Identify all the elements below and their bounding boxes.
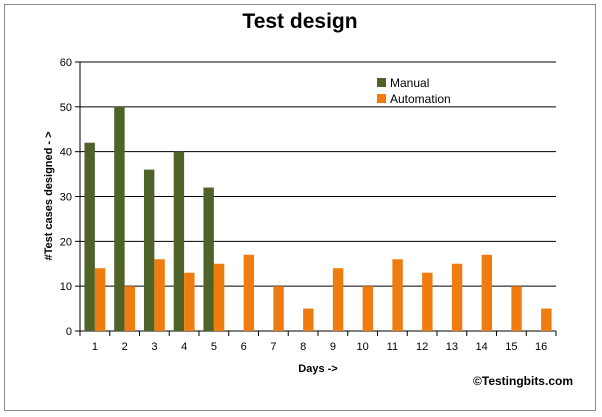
x-tick-label: 15: [505, 341, 517, 353]
x-tick-label: 10: [357, 341, 369, 353]
bar-automation-day-10: [362, 286, 374, 331]
x-tick-label: 9: [330, 341, 336, 353]
x-tick-label: 3: [151, 341, 157, 353]
y-axis-label: #Test cases designed - >: [43, 131, 55, 260]
x-tick-label: 1: [92, 341, 98, 353]
bar-automation-day-13: [451, 263, 463, 331]
x-tick-label: 2: [122, 341, 128, 353]
x-tick-label: 13: [446, 341, 458, 353]
x-tick-label: 6: [241, 341, 247, 353]
x-tick-label: 16: [535, 341, 547, 353]
y-tick-label: 40: [60, 147, 72, 159]
x-tick-label: 8: [300, 341, 306, 353]
chart-frame: [4, 4, 596, 411]
legend: Manual Automation: [377, 76, 451, 106]
y-tick-label: 20: [60, 236, 72, 248]
x-tick-label: 7: [270, 341, 276, 353]
bar-automation-day-14: [481, 254, 493, 331]
bar-automation-day-8: [303, 308, 314, 331]
bar-manual-day-4: [173, 151, 185, 331]
bar-automation-day-5: [213, 263, 225, 331]
bar-automation-day-4: [184, 272, 195, 331]
bar-automation-day-11: [392, 259, 403, 331]
y-tick-labels: 0 10 20 30 40 50 60: [60, 57, 72, 338]
legend-label-manual: Manual: [390, 76, 429, 90]
bars: [84, 106, 552, 331]
x-tick-label: 5: [211, 341, 217, 353]
bar-manual-day-2: [114, 106, 125, 331]
bar-automation-day-9: [332, 268, 344, 331]
bar-manual-day-3: [143, 169, 155, 331]
bar-automation-day-16: [541, 308, 552, 331]
x-tick-label: 4: [181, 341, 187, 353]
bar-automation-day-1: [94, 268, 106, 331]
bar-automation-day-3: [154, 259, 165, 331]
bar-automation-day-2: [124, 286, 136, 331]
bar-automation-day-7: [273, 286, 284, 331]
x-tick-label: 12: [416, 341, 428, 353]
x-tick-label: 14: [476, 341, 488, 353]
watermark: ©Testingbits.com: [473, 374, 573, 388]
bar-automation-day-6: [243, 254, 255, 331]
bar-manual-day-5: [203, 187, 214, 331]
legend-swatch-automation: [377, 94, 386, 103]
y-tick-label: 50: [60, 102, 72, 114]
bar-automation-day-12: [422, 272, 433, 331]
y-tick-label: 60: [60, 57, 72, 69]
y-tick-label: 0: [66, 326, 72, 338]
x-tick-label: 11: [387, 341, 398, 353]
x-axis-label: Days ->: [298, 363, 337, 375]
x-tick-labels: 1 2 3 4 5 6 7 8 9 10 11 12 13 14 15 16: [79, 331, 557, 353]
y-tick-label: 10: [60, 281, 72, 293]
legend-swatch-manual: [377, 78, 386, 87]
y-tick-label: 30: [60, 192, 72, 204]
legend-label-automation: Automation: [390, 92, 451, 106]
bar-automation-day-15: [511, 286, 522, 331]
bar-manual-day-1: [84, 142, 95, 331]
chart-title: Test design: [242, 10, 357, 33]
